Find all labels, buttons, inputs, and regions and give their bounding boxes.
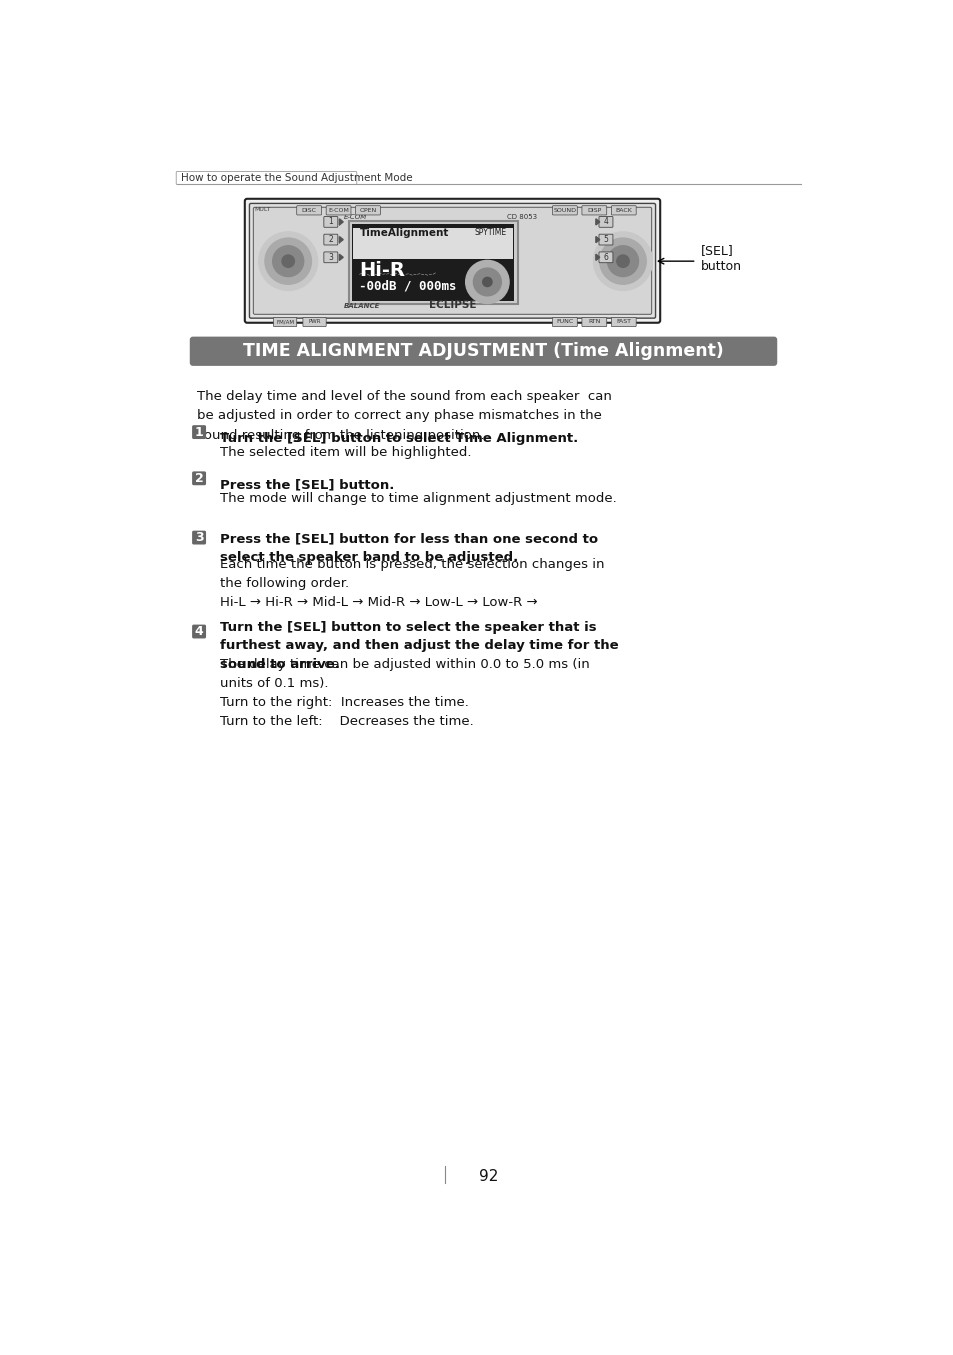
- FancyBboxPatch shape: [355, 206, 380, 215]
- Text: 1: 1: [194, 425, 203, 439]
- Circle shape: [482, 278, 492, 286]
- Text: ECLIPSE: ECLIPSE: [428, 301, 476, 310]
- FancyBboxPatch shape: [611, 317, 636, 327]
- Text: Each time the button is pressed, the selection changes in
the following order.
H: Each time the button is pressed, the sel…: [220, 558, 604, 610]
- Text: MULT: MULT: [254, 207, 271, 213]
- Text: Turn the [SEL] button to select the speaker that is
furthest away, and then adju: Turn the [SEL] button to select the spea…: [220, 621, 618, 671]
- Text: The delay time and level of the sound from each speaker  can
be adjusted in orde: The delay time and level of the sound fr…: [196, 390, 611, 442]
- Text: -00dB / 000ms: -00dB / 000ms: [359, 279, 456, 293]
- Text: FUNC: FUNC: [556, 320, 573, 324]
- Polygon shape: [596, 237, 599, 243]
- FancyBboxPatch shape: [598, 234, 612, 245]
- Polygon shape: [596, 255, 599, 260]
- Text: E-COM: E-COM: [328, 207, 349, 213]
- FancyBboxPatch shape: [296, 206, 321, 215]
- Polygon shape: [339, 218, 343, 225]
- Circle shape: [265, 238, 311, 285]
- Text: 3: 3: [194, 531, 203, 545]
- FancyBboxPatch shape: [323, 252, 337, 263]
- Circle shape: [599, 238, 645, 285]
- FancyBboxPatch shape: [274, 317, 296, 327]
- Circle shape: [465, 260, 509, 304]
- Text: The selected item will be highlighted.: The selected item will be highlighted.: [220, 446, 471, 459]
- Polygon shape: [339, 255, 343, 260]
- Polygon shape: [339, 237, 343, 243]
- Text: The delay time can be adjusted within 0.0 to 5.0 ms (in
units of 0.1 ms).
Turn t: The delay time can be adjusted within 0.…: [220, 657, 589, 728]
- FancyBboxPatch shape: [552, 317, 577, 327]
- FancyBboxPatch shape: [598, 252, 612, 263]
- Text: 4: 4: [194, 625, 203, 638]
- FancyBboxPatch shape: [323, 217, 337, 228]
- Text: [SEL]
button: [SEL] button: [700, 244, 740, 272]
- FancyBboxPatch shape: [192, 472, 206, 485]
- Text: DISP: DISP: [587, 207, 600, 213]
- Text: Press the [SEL] button for less than one second to
select the speaker band to be: Press the [SEL] button for less than one…: [220, 533, 598, 564]
- Text: BACK: BACK: [615, 207, 632, 213]
- Text: 1: 1: [328, 217, 333, 226]
- FancyBboxPatch shape: [192, 425, 206, 439]
- FancyBboxPatch shape: [326, 206, 351, 215]
- FancyBboxPatch shape: [176, 172, 356, 184]
- Circle shape: [258, 232, 317, 290]
- Text: 92: 92: [478, 1169, 498, 1184]
- FancyBboxPatch shape: [352, 224, 514, 301]
- FancyBboxPatch shape: [552, 206, 577, 215]
- Circle shape: [607, 245, 638, 276]
- FancyBboxPatch shape: [611, 206, 636, 215]
- Text: FM/AM: FM/AM: [275, 320, 294, 324]
- Text: E-COM: E-COM: [344, 214, 367, 221]
- Text: TimeAlignment: TimeAlignment: [359, 228, 449, 238]
- Circle shape: [473, 268, 500, 295]
- FancyBboxPatch shape: [249, 203, 655, 318]
- FancyBboxPatch shape: [253, 207, 651, 314]
- Text: OPEN: OPEN: [359, 207, 376, 213]
- FancyBboxPatch shape: [192, 625, 206, 638]
- FancyBboxPatch shape: [581, 317, 606, 327]
- Text: 2: 2: [194, 472, 203, 485]
- FancyBboxPatch shape: [192, 531, 206, 545]
- Text: Press the [SEL] button.: Press the [SEL] button.: [220, 478, 394, 492]
- Text: PWR: PWR: [308, 320, 320, 324]
- Text: 3: 3: [328, 253, 333, 262]
- FancyBboxPatch shape: [323, 234, 337, 245]
- FancyBboxPatch shape: [598, 217, 612, 228]
- Text: 5: 5: [603, 236, 608, 244]
- Text: 6: 6: [603, 253, 608, 262]
- Circle shape: [617, 255, 629, 267]
- Text: 4: 4: [603, 217, 608, 226]
- Text: SEL: SEL: [617, 209, 628, 214]
- Text: SPYTIME: SPYTIME: [475, 228, 506, 237]
- FancyBboxPatch shape: [303, 317, 326, 327]
- FancyBboxPatch shape: [348, 221, 517, 305]
- Circle shape: [282, 255, 294, 267]
- FancyBboxPatch shape: [581, 206, 606, 215]
- Text: 2: 2: [328, 236, 333, 244]
- FancyBboxPatch shape: [190, 336, 777, 366]
- Text: CD 8053: CD 8053: [507, 214, 537, 221]
- Polygon shape: [596, 218, 599, 225]
- FancyBboxPatch shape: [353, 228, 513, 259]
- Text: The mode will change to time alignment adjustment mode.: The mode will change to time alignment a…: [220, 492, 616, 505]
- Text: FAST: FAST: [616, 320, 631, 324]
- Circle shape: [593, 232, 652, 290]
- Circle shape: [273, 245, 303, 276]
- Text: Hi-R: Hi-R: [359, 262, 405, 280]
- Text: BALANCE: BALANCE: [344, 304, 380, 309]
- Text: SOUND: SOUND: [553, 207, 576, 213]
- FancyBboxPatch shape: [245, 199, 659, 322]
- Text: TIME ALIGNMENT ADJUSTMENT (Time Alignment): TIME ALIGNMENT ADJUSTMENT (Time Alignmen…: [243, 343, 723, 360]
- Text: How to operate the Sound Adjustment Mode: How to operate the Sound Adjustment Mode: [181, 173, 413, 183]
- Text: DISC: DISC: [301, 207, 316, 213]
- Text: RTN: RTN: [587, 320, 599, 324]
- Text: Turn the [SEL] button to select Time Alignment.: Turn the [SEL] button to select Time Ali…: [220, 432, 578, 444]
